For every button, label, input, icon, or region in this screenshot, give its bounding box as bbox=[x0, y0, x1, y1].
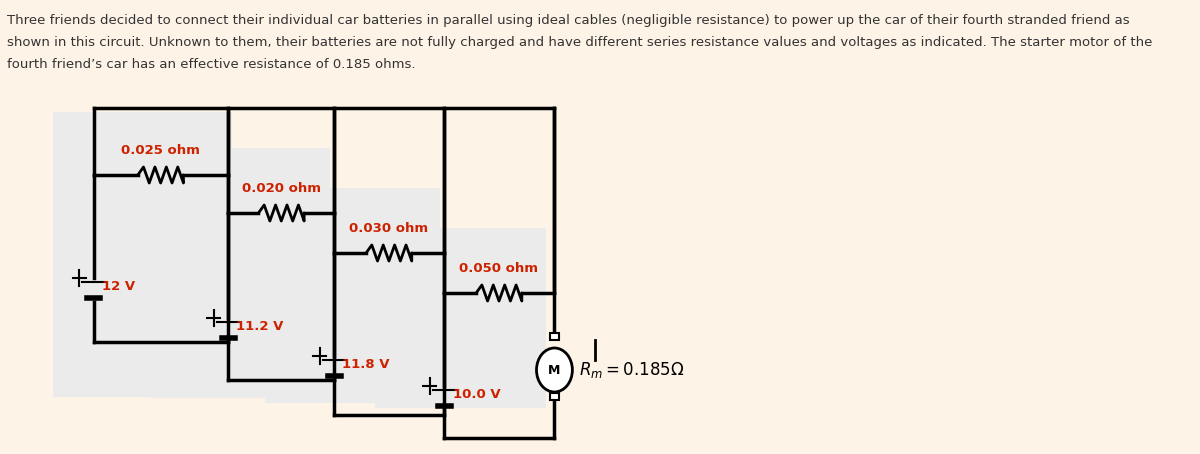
Text: fourth friend’s car has an effective resistance of 0.185 ohms.: fourth friend’s car has an effective res… bbox=[6, 58, 415, 71]
Text: 10.0 V: 10.0 V bbox=[452, 389, 500, 401]
Text: 0.050 ohm: 0.050 ohm bbox=[460, 262, 539, 275]
Text: 0.020 ohm: 0.020 ohm bbox=[241, 182, 320, 195]
Bar bbox=[53, 112, 233, 397]
Bar bbox=[550, 393, 559, 400]
Text: shown in this circuit. Unknown to them, their batteries are not fully charged an: shown in this circuit. Unknown to them, … bbox=[6, 36, 1152, 49]
Text: 0.030 ohm: 0.030 ohm bbox=[349, 222, 428, 235]
Text: M: M bbox=[548, 364, 560, 376]
Circle shape bbox=[536, 348, 572, 392]
Text: $R_m = 0.185\Omega$: $R_m = 0.185\Omega$ bbox=[578, 360, 684, 380]
Bar bbox=[376, 228, 546, 408]
Text: 11.2 V: 11.2 V bbox=[236, 321, 284, 334]
Text: 11.8 V: 11.8 V bbox=[342, 359, 390, 371]
Bar bbox=[550, 333, 559, 340]
Bar bbox=[151, 148, 330, 398]
Text: 12 V: 12 V bbox=[102, 281, 136, 293]
Text: 0.025 ohm: 0.025 ohm bbox=[121, 144, 200, 157]
Bar bbox=[265, 188, 440, 403]
Text: Three friends decided to connect their individual car batteries in parallel usin: Three friends decided to connect their i… bbox=[6, 14, 1129, 27]
